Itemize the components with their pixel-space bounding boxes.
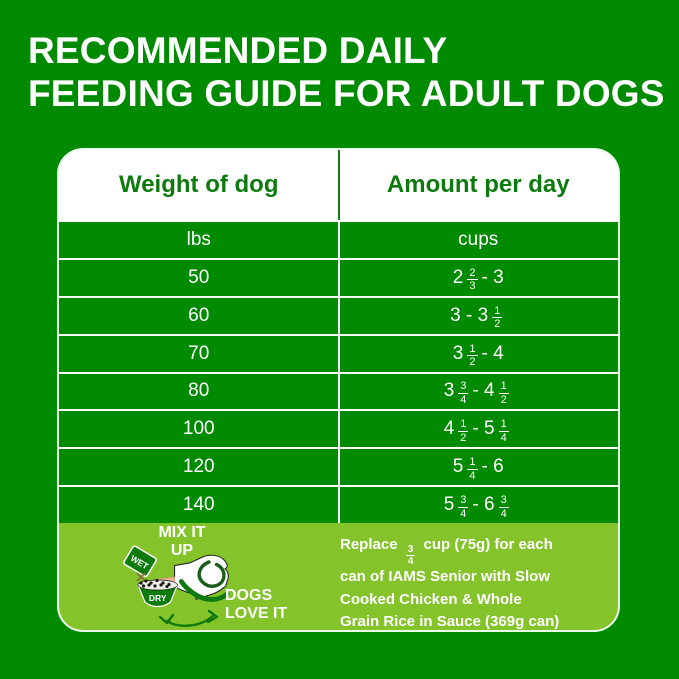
svg-text:DRY: DRY	[149, 593, 167, 603]
